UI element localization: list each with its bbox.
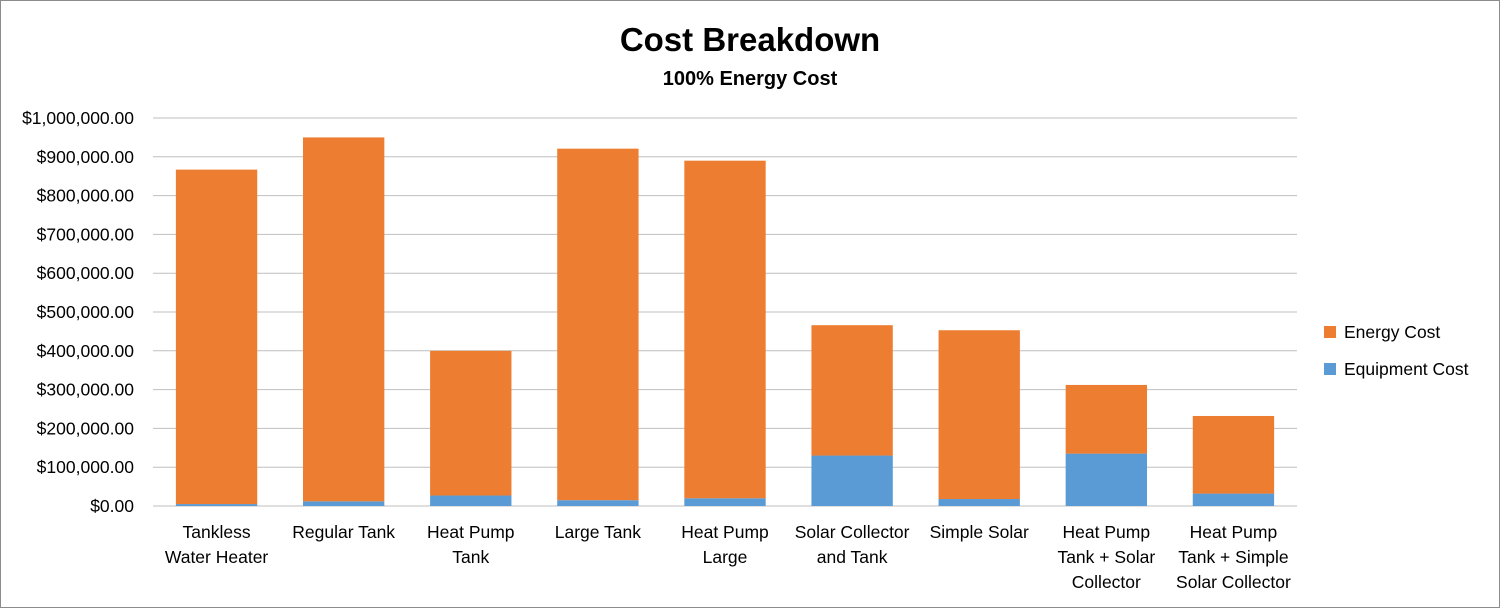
y-tick-label: $400,000.00	[37, 341, 135, 361]
x-category-label: Large Tank	[555, 522, 642, 542]
x-category-label: Tank + Simple	[1178, 547, 1288, 567]
bar-energy-cost	[557, 148, 639, 501]
x-axis-categories: Tankless Water Heater Regular Tank Heat Pum…	[165, 522, 1291, 592]
y-axis-ticks: $0.00 $100,000.00 $200,000.00 $300,000.00 $4…	[22, 108, 134, 516]
bar-equipment-cost	[430, 495, 512, 506]
bar-equipment-cost	[684, 498, 766, 506]
y-tick-label: $0.00	[90, 496, 134, 516]
x-category-label: Heat Pump	[681, 522, 769, 542]
x-category-label: Solar Collector	[795, 522, 910, 542]
y-tick-label: $200,000.00	[37, 418, 135, 438]
x-category-label: Regular Tank	[292, 522, 395, 542]
bar-energy-cost	[430, 350, 512, 496]
bar-equipment-cost	[938, 499, 1020, 506]
x-category-label: Collector	[1072, 572, 1141, 592]
legend-label: Equipment Cost	[1344, 359, 1469, 379]
x-category-label: Solar Collector	[1176, 572, 1291, 592]
bar-equipment-cost	[1065, 453, 1148, 506]
legend-label: Energy Cost	[1344, 322, 1440, 342]
x-category-label: Heat Pump	[427, 522, 515, 542]
x-category-label: Tankless	[183, 522, 251, 542]
x-category-label: Heat Pump	[1063, 522, 1151, 542]
bar-energy-cost	[302, 137, 385, 502]
bar-energy-cost	[938, 330, 1020, 500]
y-tick-label: $700,000.00	[37, 224, 135, 244]
y-tick-label: $300,000.00	[37, 380, 135, 400]
x-category-label: and Tank	[817, 547, 888, 567]
bar-equipment-cost	[1192, 493, 1275, 506]
bar-energy-cost	[684, 160, 766, 499]
chart-title: Cost Breakdown	[620, 21, 880, 58]
y-tick-label: $900,000.00	[37, 147, 135, 167]
bar-energy-cost	[1065, 384, 1148, 454]
bar-energy-cost	[1192, 415, 1275, 494]
y-tick-label: $600,000.00	[37, 263, 135, 283]
x-category-label: Large	[703, 547, 748, 567]
bar-equipment-cost	[557, 500, 639, 506]
bar-equipment-cost	[302, 501, 385, 506]
bar-energy-cost	[175, 169, 258, 505]
chart-subtitle: 100% Energy Cost	[663, 68, 838, 90]
legend-swatch	[1324, 326, 1336, 338]
bar-equipment-cost	[811, 455, 893, 506]
x-category-label: Water Heater	[165, 547, 269, 567]
bar-energy-cost	[811, 325, 893, 456]
y-tick-label: $100,000.00	[37, 457, 135, 477]
y-tick-label: $500,000.00	[37, 302, 135, 322]
x-category-label: Heat Pump	[1190, 522, 1278, 542]
bar-equipment-cost	[175, 504, 258, 506]
x-category-label: Tank	[452, 547, 489, 567]
y-tick-label: $800,000.00	[37, 186, 135, 206]
y-tick-label: $1,000,000.00	[22, 108, 134, 128]
legend: Energy Cost Equipment Cost	[1324, 322, 1469, 379]
x-category-label: Tank + Solar	[1057, 547, 1155, 567]
bars	[175, 137, 1275, 506]
legend-swatch	[1324, 363, 1336, 375]
x-category-label: Simple Solar	[930, 522, 1029, 542]
